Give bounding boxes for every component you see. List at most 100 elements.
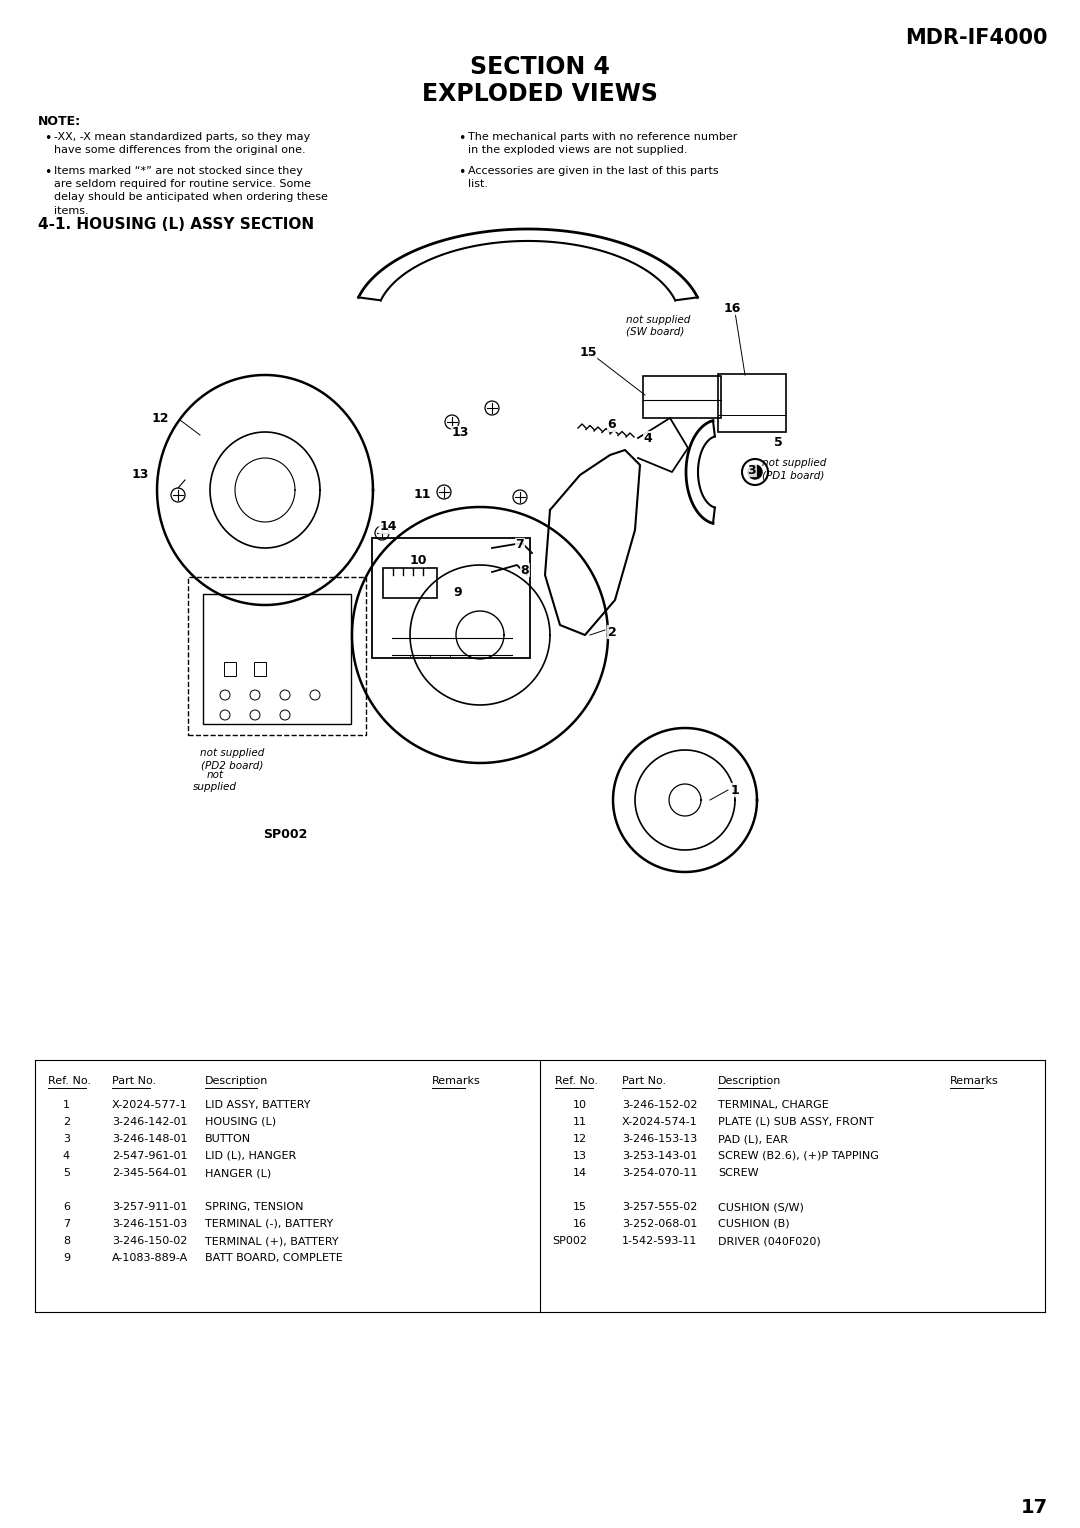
Text: LID (L), HANGER: LID (L), HANGER [205, 1151, 296, 1161]
Text: •: • [44, 167, 52, 179]
Text: 3-246-151-03: 3-246-151-03 [112, 1219, 187, 1229]
Text: PAD (L), EAR: PAD (L), EAR [718, 1134, 788, 1144]
Text: CUSHION (S/W): CUSHION (S/W) [718, 1203, 804, 1212]
Text: 3-246-152-02: 3-246-152-02 [622, 1100, 698, 1109]
Text: (PD1 board): (PD1 board) [762, 471, 824, 480]
Bar [372, 538, 530, 659]
Bar [224, 662, 237, 675]
Text: Ref. No.: Ref. No. [48, 1076, 91, 1086]
Text: TERMINAL (+), BATTERY: TERMINAL (+), BATTERY [205, 1236, 339, 1245]
Text: 16: 16 [724, 301, 741, 315]
Text: not supplied: not supplied [762, 458, 826, 468]
Text: 8: 8 [521, 564, 529, 576]
Text: 3-257-911-01: 3-257-911-01 [112, 1203, 187, 1212]
Text: (SW board): (SW board) [626, 327, 685, 338]
Text: A-1083-889-A: A-1083-889-A [112, 1253, 188, 1264]
Text: -XX, -X mean standardized parts, so they may
have some differences from the orig: -XX, -X mean standardized parts, so they… [54, 131, 310, 156]
Text: 3: 3 [747, 463, 756, 477]
Text: not: not [206, 770, 224, 779]
Text: TERMINAL (-), BATTERY: TERMINAL (-), BATTERY [205, 1219, 334, 1229]
Text: 1: 1 [63, 1100, 70, 1109]
Text: TERMINAL, CHARGE: TERMINAL, CHARGE [718, 1100, 828, 1109]
Text: 3-246-142-01: 3-246-142-01 [112, 1117, 188, 1128]
Text: HANGER (L): HANGER (L) [205, 1167, 271, 1178]
Text: 13: 13 [573, 1151, 588, 1161]
Text: 7: 7 [63, 1219, 70, 1229]
Text: Part No.: Part No. [622, 1076, 666, 1086]
Text: •: • [458, 167, 465, 179]
Bar [188, 578, 366, 735]
Text: •: • [44, 131, 52, 145]
Text: 9: 9 [454, 585, 462, 599]
Text: •: • [458, 131, 465, 145]
Text: 12: 12 [572, 1134, 588, 1144]
Text: 14: 14 [379, 521, 396, 533]
Bar [718, 374, 786, 432]
Text: (PD2 board): (PD2 board) [201, 759, 264, 770]
Text: 3: 3 [63, 1134, 70, 1144]
Text: 1: 1 [731, 784, 740, 796]
Text: EXPLODED VIEWS: EXPLODED VIEWS [422, 83, 658, 105]
Bar [203, 594, 351, 724]
Text: SCREW: SCREW [718, 1167, 758, 1178]
Text: Ref. No.: Ref. No. [555, 1076, 598, 1086]
Text: 3-253-143-01: 3-253-143-01 [622, 1151, 698, 1161]
Text: 4-1. HOUSING (L) ASSY SECTION: 4-1. HOUSING (L) ASSY SECTION [38, 217, 314, 232]
Text: Items marked “*” are not stocked since they
are seldom required for routine serv: Items marked “*” are not stocked since t… [54, 167, 328, 215]
Text: 14: 14 [572, 1167, 588, 1178]
Text: 6: 6 [608, 419, 617, 431]
Text: 5: 5 [773, 435, 782, 449]
Text: 13: 13 [451, 426, 469, 440]
Bar [254, 662, 266, 675]
Text: SCREW (B2.6), (+)P TAPPING: SCREW (B2.6), (+)P TAPPING [718, 1151, 879, 1161]
Text: 4: 4 [644, 431, 652, 445]
Text: Description: Description [718, 1076, 781, 1086]
Text: 1-542-593-11: 1-542-593-11 [622, 1236, 698, 1245]
Bar [383, 568, 437, 597]
Text: 11: 11 [573, 1117, 588, 1128]
Text: NOTE:: NOTE: [38, 115, 81, 128]
Text: 6: 6 [63, 1203, 70, 1212]
Text: SECTION 4: SECTION 4 [470, 55, 610, 79]
Text: 4: 4 [63, 1151, 70, 1161]
Circle shape [748, 465, 762, 478]
Text: DRIVER (040F020): DRIVER (040F020) [718, 1236, 821, 1245]
Text: 10: 10 [573, 1100, 588, 1109]
Text: 3-246-153-13: 3-246-153-13 [622, 1134, 698, 1144]
Text: Remarks: Remarks [950, 1076, 999, 1086]
Text: BATT BOARD, COMPLETE: BATT BOARD, COMPLETE [205, 1253, 342, 1264]
Text: X-2024-574-1: X-2024-574-1 [622, 1117, 698, 1128]
Text: BUTTON: BUTTON [205, 1134, 252, 1144]
Text: Description: Description [205, 1076, 268, 1086]
Text: LID ASSY, BATTERY: LID ASSY, BATTERY [205, 1100, 311, 1109]
Text: 16: 16 [573, 1219, 588, 1229]
Text: Part No.: Part No. [112, 1076, 157, 1086]
Text: CUSHION (B): CUSHION (B) [718, 1219, 789, 1229]
Text: 3-246-150-02: 3-246-150-02 [112, 1236, 187, 1245]
Text: 11: 11 [414, 489, 431, 501]
Text: 2-547-961-01: 2-547-961-01 [112, 1151, 188, 1161]
Text: supplied: supplied [193, 782, 237, 792]
Text: 15: 15 [579, 345, 597, 359]
Text: 12: 12 [151, 411, 168, 425]
Text: Accessories are given in the last of this parts
list.: Accessories are given in the last of thi… [468, 167, 718, 189]
Text: 2: 2 [608, 625, 617, 639]
Text: Remarks: Remarks [432, 1076, 481, 1086]
Text: 15: 15 [573, 1203, 588, 1212]
Text: not supplied: not supplied [626, 315, 690, 325]
Text: 3-246-148-01: 3-246-148-01 [112, 1134, 188, 1144]
Text: 3-257-555-02: 3-257-555-02 [622, 1203, 698, 1212]
Text: 2: 2 [63, 1117, 70, 1128]
Text: 17: 17 [1021, 1497, 1048, 1517]
Text: PLATE (L) SUB ASSY, FRONT: PLATE (L) SUB ASSY, FRONT [718, 1117, 874, 1128]
Text: 3-254-070-11: 3-254-070-11 [622, 1167, 698, 1178]
Text: SP002: SP002 [262, 828, 307, 840]
Text: X-2024-577-1: X-2024-577-1 [112, 1100, 188, 1109]
Text: 10: 10 [409, 553, 427, 567]
Text: 3-252-068-01: 3-252-068-01 [622, 1219, 698, 1229]
Text: 8: 8 [63, 1236, 70, 1245]
Text: HOUSING (L): HOUSING (L) [205, 1117, 276, 1128]
Bar [643, 376, 721, 419]
Text: The mechanical parts with no reference number
in the exploded views are not supp: The mechanical parts with no reference n… [468, 131, 738, 156]
Text: SP002: SP002 [552, 1236, 588, 1245]
